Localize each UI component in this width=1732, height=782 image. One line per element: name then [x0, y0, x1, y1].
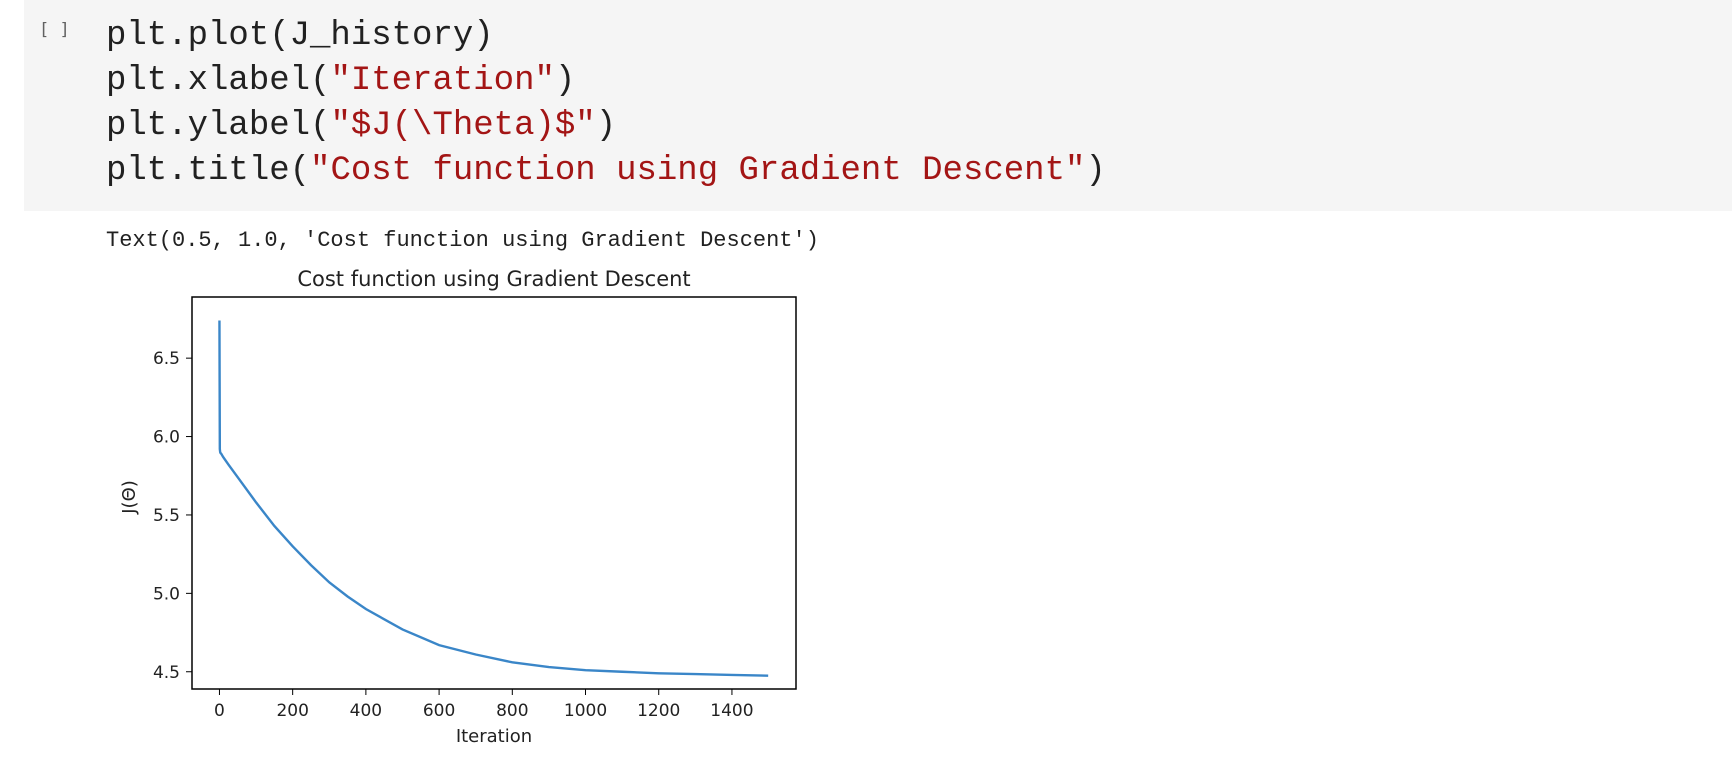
- code-token: plt.ylabel(: [106, 107, 331, 145]
- plot-area: [191, 296, 797, 690]
- y-tick-label: 5.0: [153, 584, 180, 604]
- code-token: ): [595, 107, 617, 145]
- y-tick-label: 4.5: [153, 663, 180, 683]
- code-line[interactable]: plt.plot(J_history): [106, 14, 1106, 59]
- code-token: plt.title(: [106, 152, 311, 190]
- code-editor[interactable]: plt.plot(J_history) plt.xlabel("Iteration…: [106, 14, 1106, 194]
- code-string-literal: "Cost function using Gradient Descent": [310, 152, 1086, 190]
- code-token: plt.plot(J_history): [106, 17, 494, 55]
- code-line[interactable]: plt.ylabel("$J(\Theta)$"): [106, 104, 1106, 149]
- y-tick-label: 6.5: [153, 349, 180, 369]
- x-tick-label: 1400: [710, 701, 753, 721]
- x-tick-label: 600: [423, 701, 455, 721]
- y-tick-label: 5.5: [153, 506, 180, 526]
- x-tick-label: 800: [496, 701, 528, 721]
- code-cell[interactable]: [24, 0, 1732, 211]
- chart-title: Cost function using Gradient Descent: [297, 267, 690, 291]
- x-tick-label: 1200: [637, 701, 680, 721]
- code-token: plt.xlabel(: [106, 62, 331, 100]
- x-tick-label: 400: [350, 701, 382, 721]
- code-token: ): [554, 62, 576, 100]
- x-tick-label: 1000: [564, 701, 607, 721]
- series-line: [218, 320, 769, 677]
- x-tick-label: 0: [214, 701, 225, 721]
- y-axis-label: J(Θ): [119, 480, 140, 515]
- execution-count[interactable]: [ ]: [39, 20, 70, 40]
- x-tick-label: 200: [276, 701, 308, 721]
- code-string-literal: "Iteration": [330, 62, 555, 100]
- code-token: ): [1085, 152, 1106, 190]
- code-line[interactable]: plt.title("Cost function using Gradient …: [106, 149, 1106, 194]
- y-tick-label: 6.0: [153, 428, 180, 448]
- x-axis-label: Iteration: [456, 726, 532, 747]
- code-string-literal: "$J(\Theta)$": [330, 107, 596, 145]
- output-text: Text(0.5, 1.0, 'Cost function using Grad…: [106, 228, 819, 253]
- code-line[interactable]: plt.xlabel("Iteration"): [106, 59, 1106, 104]
